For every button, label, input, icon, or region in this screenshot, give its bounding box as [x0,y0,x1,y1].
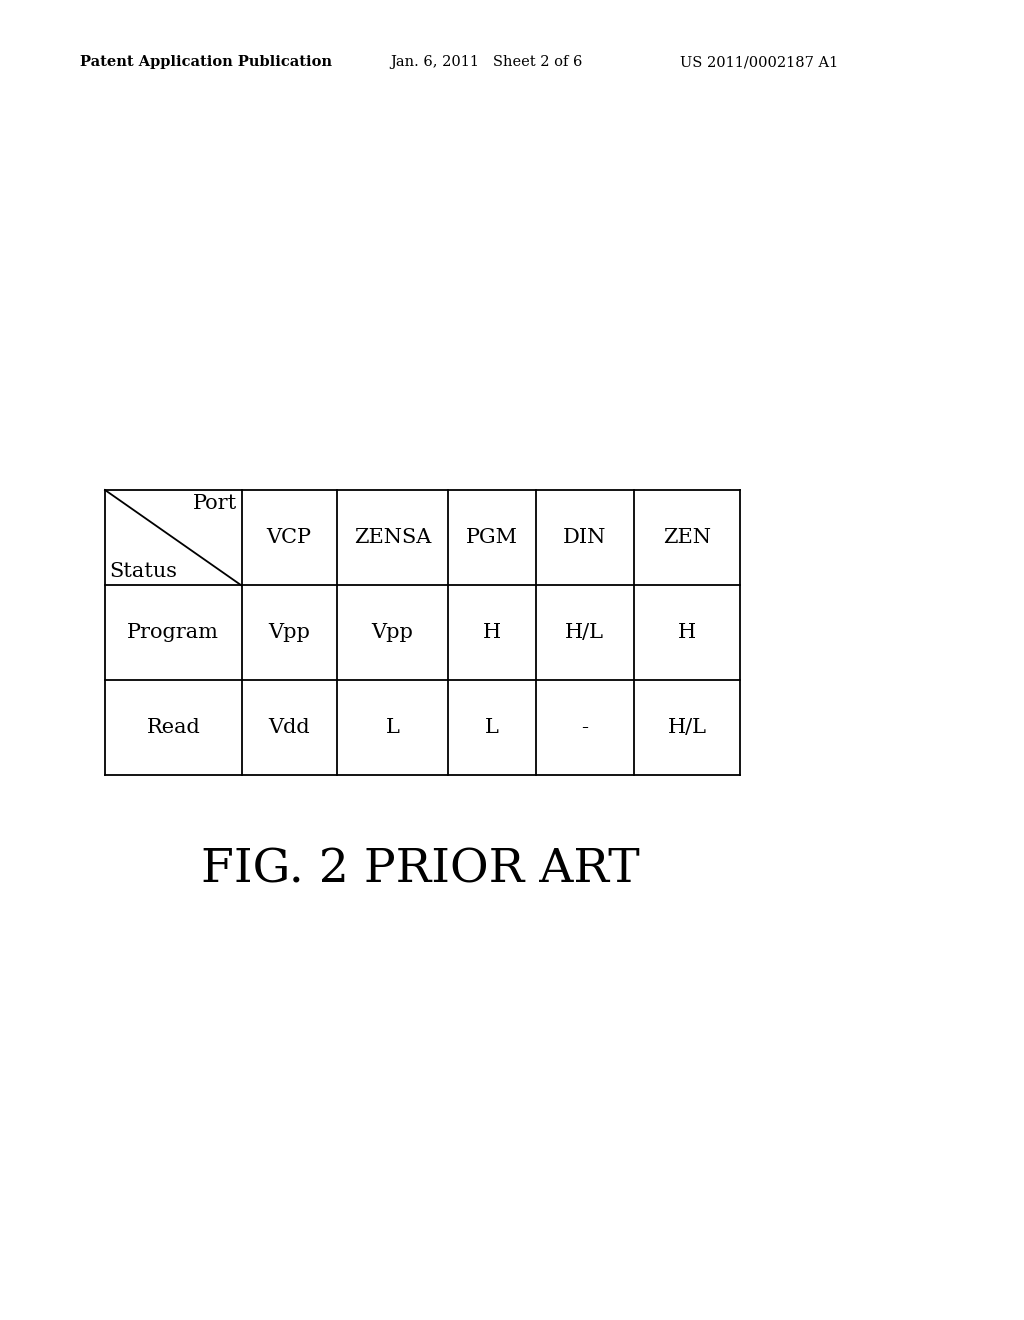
Text: H: H [482,623,501,643]
Text: -: - [582,718,588,737]
Text: DIN: DIN [563,528,606,548]
Text: H/L: H/L [565,623,604,643]
Text: ZEN: ZEN [663,528,711,548]
Text: Program: Program [127,623,219,643]
Text: Patent Application Publication: Patent Application Publication [80,55,332,69]
Text: ZENSA: ZENSA [353,528,431,548]
Text: L: L [385,718,399,737]
Text: H: H [678,623,696,643]
Text: Vpp: Vpp [268,623,310,643]
Text: US 2011/0002187 A1: US 2011/0002187 A1 [680,55,839,69]
Text: Jan. 6, 2011   Sheet 2 of 6: Jan. 6, 2011 Sheet 2 of 6 [390,55,583,69]
Text: L: L [484,718,499,737]
Text: VCP: VCP [266,528,311,548]
Text: Port: Port [194,494,238,513]
Text: Status: Status [109,562,177,582]
Text: PGM: PGM [466,528,518,548]
Text: Vdd: Vdd [268,718,310,737]
Text: Read: Read [146,718,200,737]
Text: FIG. 2 PRIOR ART: FIG. 2 PRIOR ART [201,847,639,892]
Text: H/L: H/L [668,718,707,737]
Text: Vpp: Vpp [372,623,414,643]
